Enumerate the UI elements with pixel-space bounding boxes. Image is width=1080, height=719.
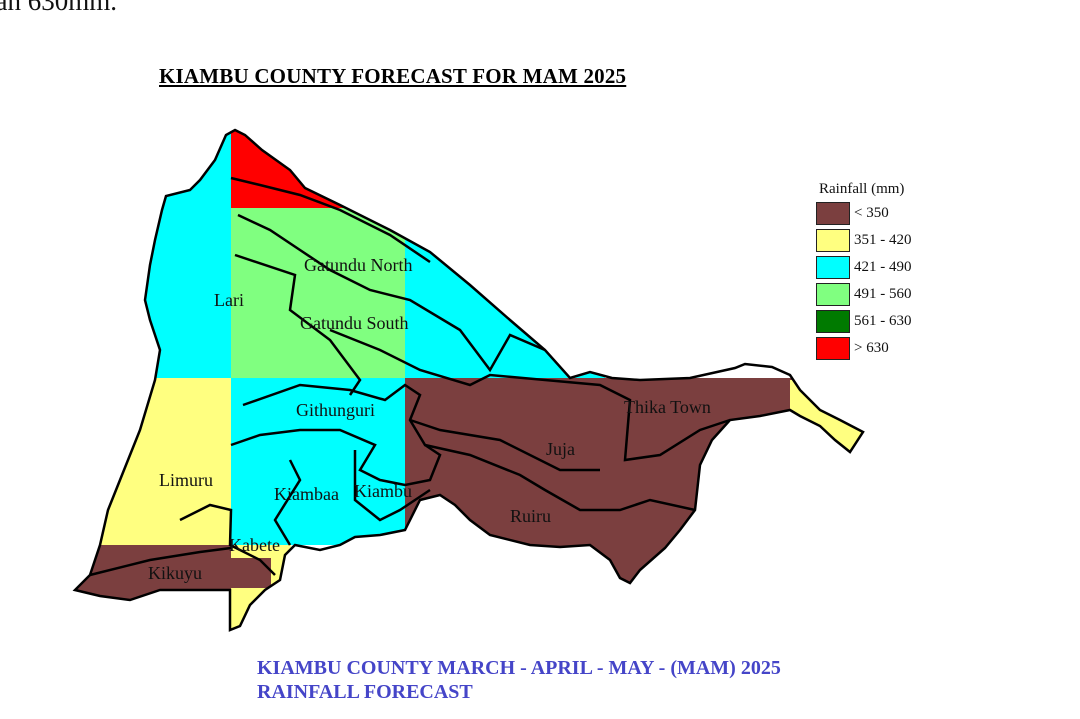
legend-label: 421 - 490 bbox=[854, 259, 912, 275]
zone-cyan-west bbox=[75, 130, 231, 378]
district-boundaries bbox=[89, 176, 731, 577]
label-lari: Lari bbox=[214, 290, 244, 310]
label-githunguri: Githunguri bbox=[296, 400, 375, 420]
legend-item: 421 - 490 bbox=[816, 254, 912, 281]
legend-swatch bbox=[816, 202, 850, 225]
label-kabete: Kabete bbox=[229, 535, 280, 555]
legend-swatch bbox=[816, 229, 850, 252]
preceding-text: han 630mm. bbox=[0, 0, 117, 16]
legend-label: > 630 bbox=[854, 340, 889, 356]
map-legend: Rainfall (mm) < 350 351 - 420 421 - 490 … bbox=[816, 181, 912, 362]
label-juja: Juja bbox=[546, 439, 575, 459]
label-ruiru: Ruiru bbox=[510, 506, 551, 526]
legend-item: 491 - 560 bbox=[816, 281, 912, 308]
legend-item: < 350 bbox=[816, 200, 912, 227]
label-gatundu-north: Gatundu North bbox=[304, 255, 412, 275]
label-kikuyu: Kikuyu bbox=[148, 563, 202, 583]
label-thika-town: Thika Town bbox=[624, 397, 711, 417]
zone-cyan-east bbox=[405, 130, 605, 378]
legend-swatch bbox=[816, 310, 850, 333]
legend-item: > 630 bbox=[816, 335, 912, 362]
zone-yellow-limuru bbox=[75, 378, 231, 545]
zone-red-north bbox=[231, 130, 351, 208]
legend-label: 351 - 420 bbox=[854, 232, 912, 248]
label-gatundu-south: Gatundu South bbox=[300, 313, 409, 333]
caption-line-1: KIAMBU COUNTY MARCH - APRIL - MAY - (MAM… bbox=[257, 657, 781, 679]
page-title: KIAMBU COUNTY FORECAST FOR MAM 2025 bbox=[159, 64, 627, 88]
label-kiambu: Kiambu bbox=[354, 481, 412, 501]
legend-swatch bbox=[816, 256, 850, 279]
legend-label: 491 - 560 bbox=[854, 286, 912, 302]
zone-brown-kikuyu-strip bbox=[231, 558, 271, 588]
legend-label: 561 - 630 bbox=[854, 313, 912, 329]
label-kiambaa: Kiambaa bbox=[274, 484, 339, 504]
caption-line-2: RAINFALL FORECAST bbox=[257, 681, 473, 703]
map-caption: KIAMBU COUNTY MARCH - APRIL - MAY - (MAM… bbox=[257, 656, 781, 704]
legend-item: 561 - 630 bbox=[816, 308, 912, 335]
label-limuru: Limuru bbox=[159, 470, 213, 490]
legend-swatch bbox=[816, 337, 850, 360]
legend-title: Rainfall (mm) bbox=[819, 181, 905, 197]
zone-cyan-northeast bbox=[350, 130, 405, 208]
legend-swatch bbox=[816, 283, 850, 306]
legend-item: 351 - 420 bbox=[816, 227, 912, 254]
district-labels: Gatundu North Gatundu South Lari Githung… bbox=[148, 255, 711, 583]
legend-label: < 350 bbox=[854, 205, 889, 221]
